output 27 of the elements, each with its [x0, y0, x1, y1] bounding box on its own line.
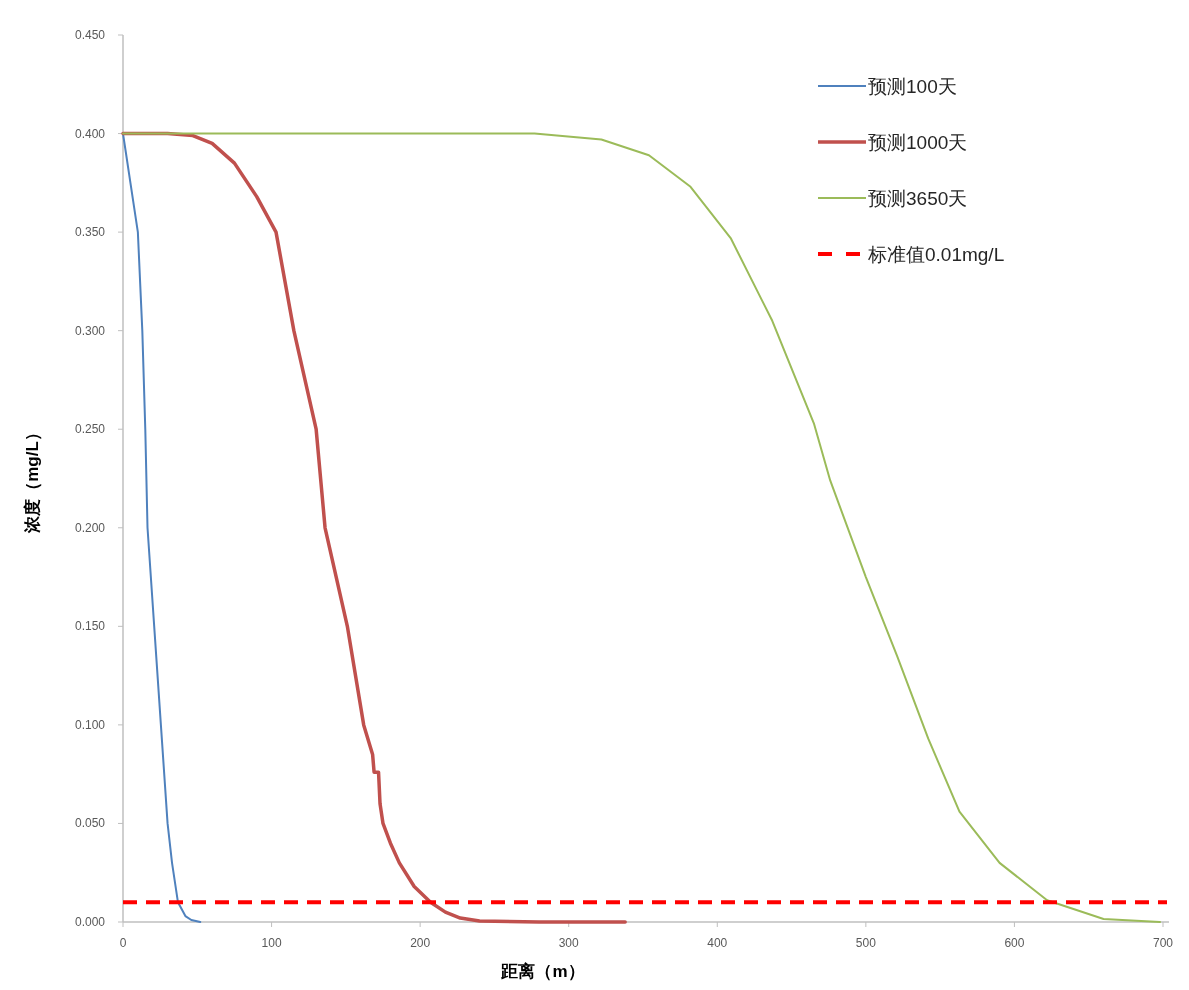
y-axis-title: 浓度（mg/L） [23, 424, 42, 534]
legend-label: 标准值0.01mg/L [867, 244, 1005, 265]
x-tick-label: 300 [558, 936, 580, 950]
legend-label: 预测3650天 [868, 188, 968, 209]
line-series [122, 132, 1162, 923]
y-tick-label: 0.300 [74, 323, 106, 338]
x-tick-label: 500 [855, 936, 877, 950]
x-tick-label: 0 [119, 936, 127, 950]
y-tick-label: 0.250 [74, 422, 106, 437]
y-tick-label: 0.200 [74, 520, 106, 535]
x-tick-label: 100 [261, 936, 282, 950]
line-series [122, 132, 202, 923]
line-series [121, 131, 627, 924]
y-tick-label: 0.050 [74, 816, 106, 831]
y-tick-label: 0.400 [74, 126, 106, 141]
x-tick-label: 600 [1004, 936, 1025, 950]
legend-label: 预测100天 [868, 76, 957, 97]
x-tick-label: 200 [410, 936, 431, 950]
y-tick-label: 0.350 [74, 225, 106, 240]
x-tick-label: 400 [707, 936, 728, 950]
y-tick-label: 0.150 [74, 619, 106, 634]
legend-label: 预测1000天 [868, 132, 968, 153]
y-tick-label: 0.000 [74, 915, 106, 929]
y-tick-label: 0.100 [74, 717, 106, 732]
x-axis-title: 距离（m） [500, 962, 585, 981]
y-tick-label: 0.450 [74, 28, 106, 42]
x-tick-label: 700 [1152, 936, 1174, 950]
